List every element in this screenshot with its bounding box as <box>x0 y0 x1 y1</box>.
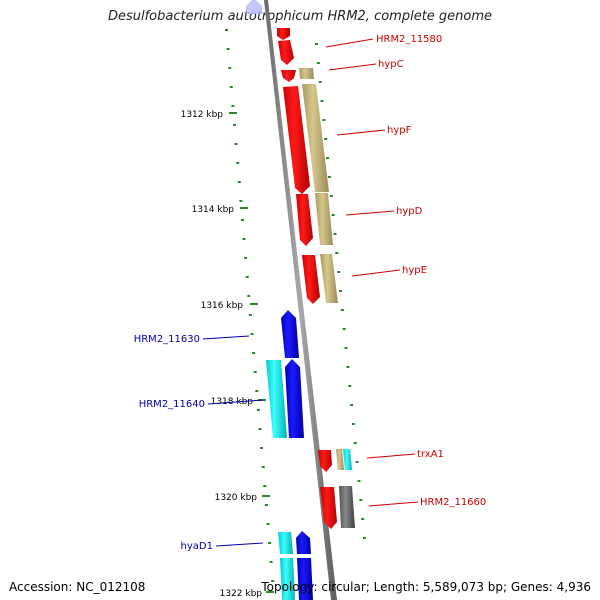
gene-hrm2-11630 <box>281 310 299 358</box>
leader-hypE <box>351 269 401 277</box>
topology-text: Topology: circular; Length: 5,589,073 bp… <box>261 580 591 594</box>
gene-top-partial-red <box>277 28 290 40</box>
gene-label-hrm2-11630[interactable]: HRM2_11630 <box>134 334 200 345</box>
genome-title: Desulfobacterium autotrophicum HRM2, com… <box>107 9 493 24</box>
leader-hrm2-11660 <box>368 501 419 507</box>
gene-top-partial-blue <box>246 0 262 14</box>
gene-hrm2-11660 <box>320 487 337 529</box>
accession-text: Accession: NC_012108 <box>9 580 146 594</box>
kbp-label-1316: 1316 kbp <box>201 301 244 311</box>
gene-label-hrm2-11640[interactable]: HRM2_11640 <box>139 399 205 410</box>
leader-hrm2-11580 <box>325 38 374 48</box>
gene-label-trxA1[interactable]: trxA1 <box>417 449 444 460</box>
kbp-label-1314: 1314 kbp <box>192 205 235 215</box>
gene-hyaD1 <box>296 531 311 554</box>
kbp-label-1320: 1320 kbp <box>215 493 258 503</box>
gene-hypE-khaki <box>320 254 338 303</box>
gene-hypC-khaki <box>299 68 314 79</box>
leader-hrm2-11640 <box>207 399 264 405</box>
gene-label-hyaD1[interactable]: hyaD1 <box>181 541 213 552</box>
gene-label-hypF[interactable]: hypF <box>387 125 412 136</box>
gene-hypC <box>281 70 296 82</box>
gene-hypF-khaki <box>302 84 329 192</box>
gene-trxA1 <box>318 450 332 472</box>
leader-hypC <box>328 63 377 71</box>
gene-hrm2-11640-cyan <box>266 360 287 438</box>
gene-bottom-partial-cyan <box>280 558 295 600</box>
leader-hypD <box>345 210 395 216</box>
gene-hrm2-11580 <box>278 40 294 65</box>
gene-label-hypC[interactable]: hypC <box>378 59 404 70</box>
kbp-label-1312: 1312 kbp <box>181 110 224 120</box>
leader-trxA1 <box>366 453 416 459</box>
gene-label-hrm2-11660[interactable]: HRM2_11660 <box>420 497 486 508</box>
gene-hrm2-11660-grey <box>339 486 355 528</box>
gene-hypF <box>283 86 310 194</box>
gene-hrm2-11640 <box>285 359 304 438</box>
kbp-label-1322: 1322 kbp <box>220 589 263 599</box>
gene-hypD-khaki <box>315 193 333 245</box>
gene-label-hrm2-11580[interactable]: HRM2_11580 <box>376 34 442 45</box>
gene-hyaD1-cyan <box>278 532 293 554</box>
gene-label-hypE[interactable]: hypE <box>402 265 427 276</box>
outer-tick-ruler <box>315 43 366 539</box>
gene-label-hypD[interactable]: hypD <box>396 206 423 217</box>
inner-tick-ruler <box>225 29 275 582</box>
leader-hyaD1 <box>215 542 264 547</box>
gene-trxA1-khaki <box>336 449 344 470</box>
gene-hypE <box>302 255 320 304</box>
gene-trxA1-cyan <box>343 449 352 470</box>
gene-hypD <box>296 194 313 246</box>
leader-hrm2-11630 <box>202 335 250 340</box>
gene-bottom-partial-blue <box>297 558 313 600</box>
leader-hypF <box>336 129 386 136</box>
